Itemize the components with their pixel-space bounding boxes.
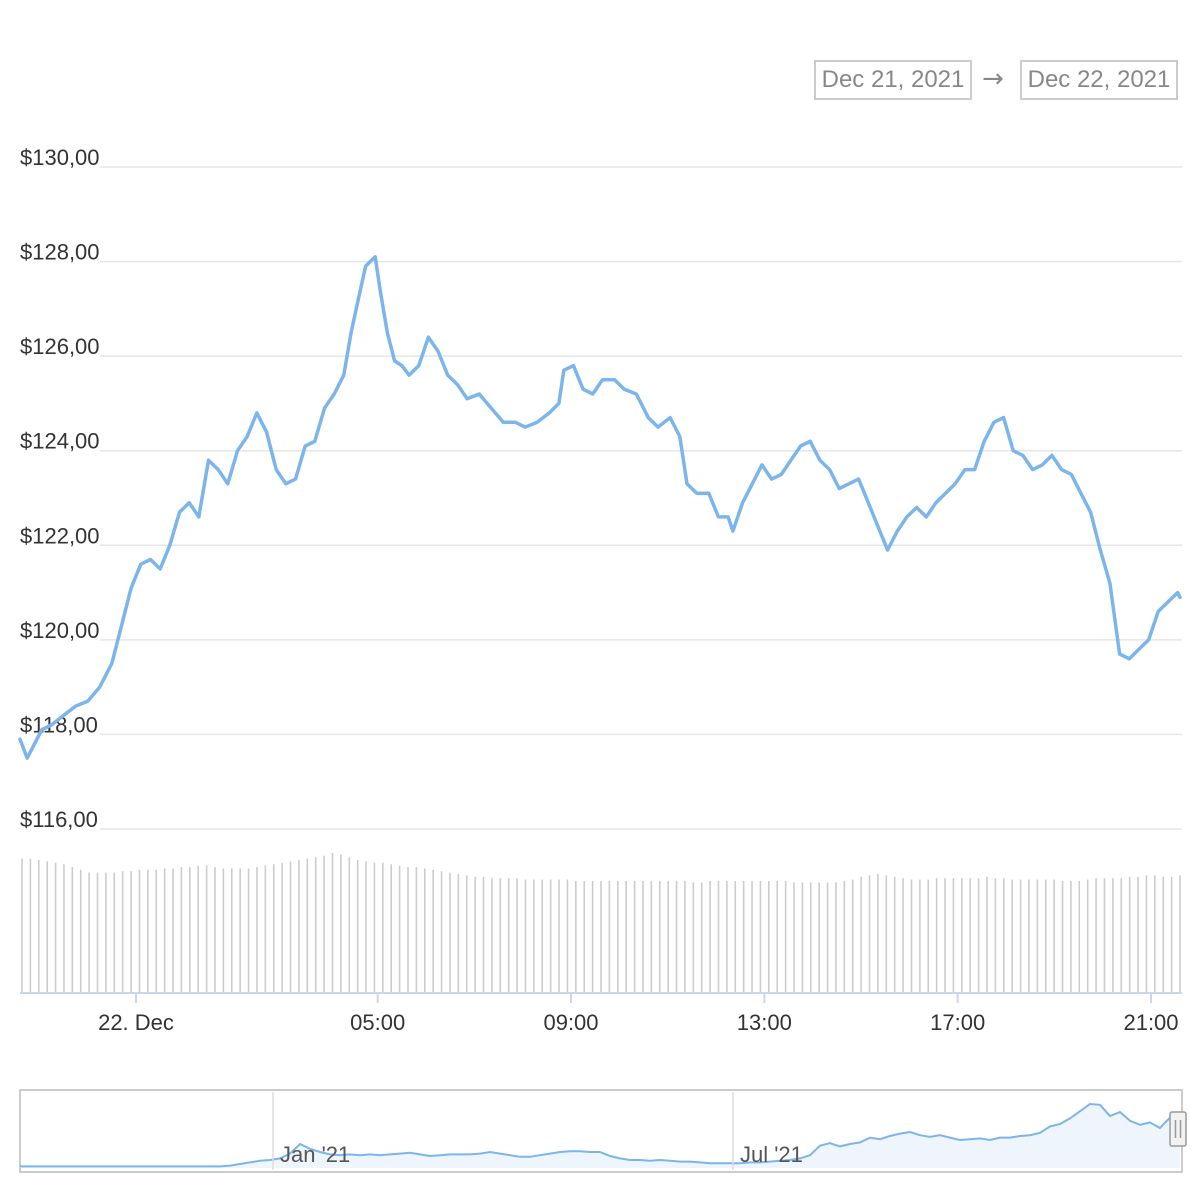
y-tick-label: $122,00 bbox=[20, 523, 100, 548]
grid-lines bbox=[100, 166, 1182, 830]
navigator-area bbox=[20, 1104, 1180, 1168]
y-tick-label: $124,00 bbox=[20, 429, 100, 454]
y-tick-label: $118,00 bbox=[20, 712, 98, 737]
date-to-input[interactable]: Dec 22, 2021 bbox=[1020, 60, 1178, 100]
x-tick-label: 05:00 bbox=[350, 1010, 405, 1035]
navigator-handle[interactable] bbox=[1169, 1111, 1187, 1147]
x-tick-label: 21:00 bbox=[1123, 1010, 1178, 1035]
navigator-tick-label: Jan '21 bbox=[280, 1142, 350, 1167]
volume-bars bbox=[21, 853, 1181, 993]
x-tick-label: 13:00 bbox=[737, 1010, 792, 1035]
x-axis: 22. Dec 05:00 09:00 13:00 17:00 21:00 bbox=[98, 993, 1179, 1035]
navigator-tick-label: Jul '21 bbox=[740, 1142, 803, 1167]
y-tick-label: $128,00 bbox=[20, 240, 100, 265]
price-series bbox=[18, 255, 1182, 760]
y-tick-label: $120,00 bbox=[20, 618, 100, 643]
y-tick-label: $126,00 bbox=[20, 334, 100, 359]
y-tick-label: $116,00 bbox=[20, 807, 98, 832]
arrow-right-icon: → bbox=[982, 64, 1004, 94]
date-from-input[interactable]: Dec 21, 2021 bbox=[814, 60, 972, 100]
navigator-line bbox=[20, 1102, 1181, 1168]
y-tick-label: $130,00 bbox=[20, 145, 100, 170]
price-line bbox=[18, 255, 1182, 760]
x-tick-label: 22. Dec bbox=[98, 1010, 174, 1035]
navigator[interactable]: Jan '21 Jul '21 bbox=[19, 1089, 1187, 1173]
x-tick-label: 17:00 bbox=[930, 1010, 985, 1035]
y-axis: $130,00 $128,00 $126,00 $124,00 $122,00 $120,… bbox=[20, 145, 100, 832]
x-tick-label: 09:00 bbox=[543, 1010, 598, 1035]
